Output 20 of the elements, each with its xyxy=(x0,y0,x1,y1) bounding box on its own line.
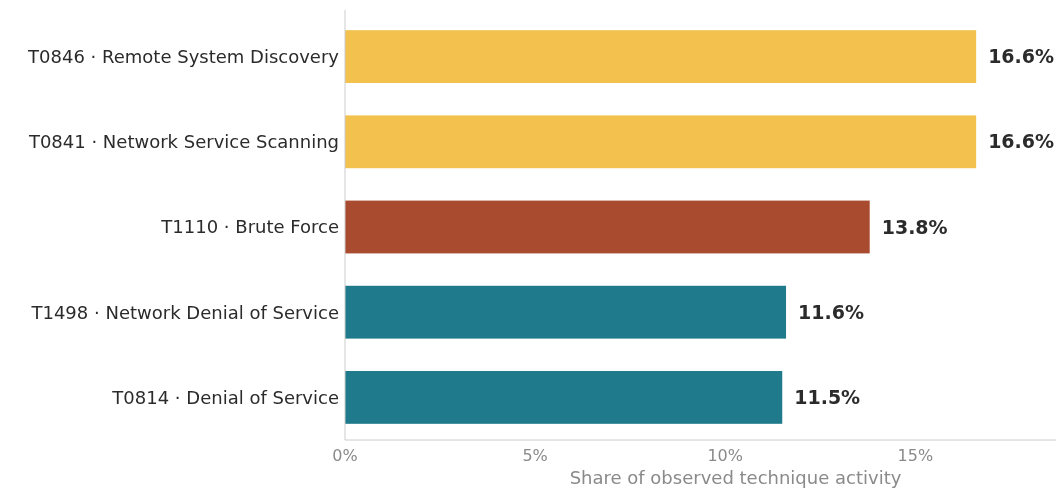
x-tick-label: 5% xyxy=(522,446,548,465)
data-label: 13.8% xyxy=(881,215,948,238)
y-tick-label: T1498 · Network Denial of Service xyxy=(30,301,339,323)
y-tick-label: T0846 · Remote System Discovery xyxy=(27,45,340,67)
y-tick-label: T0814 · Denial of Service xyxy=(111,386,339,408)
x-tick-label: 0% xyxy=(332,446,358,465)
bar xyxy=(345,370,783,424)
data-label: 16.6% xyxy=(988,45,1055,68)
y-tick-label: T0841 · Network Service Scanning xyxy=(27,131,339,153)
y-tick-label: T1110 · Brute Force xyxy=(160,216,339,238)
data-label: 16.6% xyxy=(988,130,1055,153)
bar xyxy=(345,115,977,169)
bar xyxy=(345,30,977,84)
bar xyxy=(345,200,870,254)
data-label: 11.6% xyxy=(798,300,864,323)
bar xyxy=(345,285,787,339)
x-tick-label: 15% xyxy=(897,446,934,465)
x-axis-title: Share of observed technique activity xyxy=(569,467,902,488)
data-label: 11.5% xyxy=(794,386,861,409)
x-tick-label: 10% xyxy=(707,446,743,465)
